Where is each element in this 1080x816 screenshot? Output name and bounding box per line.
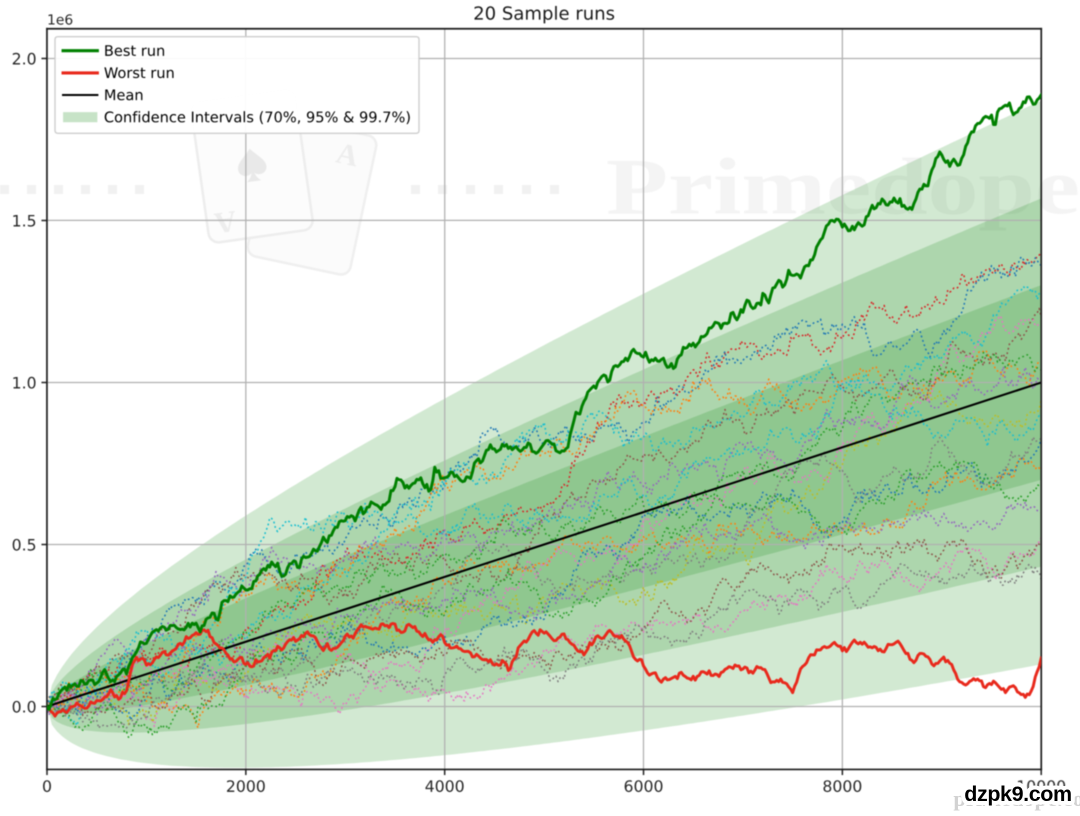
svg-text:A: A: [212, 204, 238, 240]
svg-text:dzpk9.com: dzpk9.com: [964, 782, 1072, 806]
svg-text:primedope.com: primedope.com: [953, 786, 1080, 811]
